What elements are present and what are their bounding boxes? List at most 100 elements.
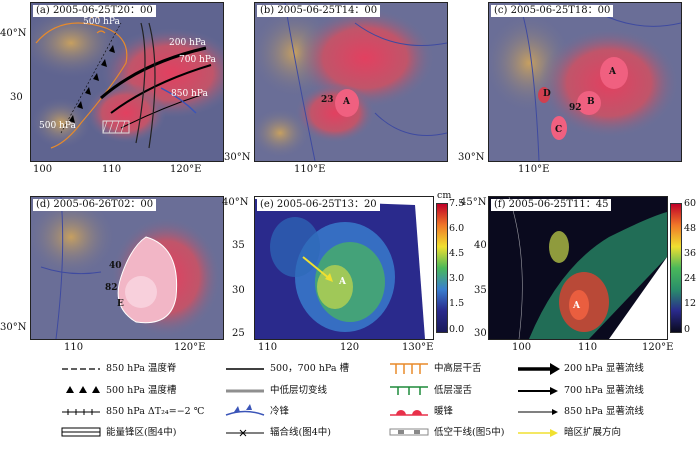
panel-e-lon-110: 110 bbox=[258, 342, 278, 353]
panel-c-mark-C: C bbox=[555, 125, 563, 135]
dark-area-arrow-symbol bbox=[518, 429, 558, 437]
contour-label-500-top: 500 hPa bbox=[83, 17, 120, 27]
panel-a-lat-30: 30 bbox=[10, 92, 23, 103]
panel-f-lon-120: 120°E bbox=[642, 342, 674, 353]
legend-temp-trough: 500 hPa 温度槽 bbox=[106, 385, 177, 396]
panel-f-title: (f) 2005-06-25T11：45 bbox=[491, 199, 612, 211]
energy-front-symbol bbox=[61, 427, 101, 437]
panel-d-lat-30: 30°N bbox=[0, 322, 27, 333]
panel-c-lon-110: 110°E bbox=[518, 164, 550, 175]
legend-dryline: 低空干线(图5中) bbox=[434, 427, 505, 438]
panel-c-lat-30: 30°N bbox=[458, 152, 485, 163]
panel-f-colorbar bbox=[670, 203, 682, 333]
panel-e: (e) 2005-06-25T13：20 A bbox=[254, 196, 434, 340]
panel-f-cbar-0: 0 bbox=[684, 324, 691, 335]
legend-dark-area: 暗区扩展方向 bbox=[564, 427, 622, 438]
panel-f-lat-45: 45°N bbox=[460, 197, 487, 208]
panel-f-lon-110: 110 bbox=[578, 342, 598, 353]
legend-cold-front: 冷锋 bbox=[270, 406, 290, 417]
panel-b-mark-A: A bbox=[343, 97, 350, 107]
panel-e-title: (e) 2005-06-25T13：20 bbox=[257, 199, 380, 211]
panel-d-mark-40: 40 bbox=[109, 261, 122, 271]
panel-e-lat-40: 40°N bbox=[222, 197, 249, 208]
legend-energy-front: 能量锋区(图4中) bbox=[106, 427, 177, 438]
legend-convergence-line: 辐合线(图4中) bbox=[270, 427, 331, 438]
temp-trough-symbol bbox=[66, 386, 100, 393]
contour-label-700: 700 hPa bbox=[179, 55, 216, 65]
streamline-700-symbol bbox=[518, 387, 558, 395]
legend-moist-tongue: 低层湿舌 bbox=[434, 385, 473, 396]
panel-e-cbar-7.5: 7.5 bbox=[449, 198, 465, 209]
contour-label-500-bottom: 500 hPa bbox=[39, 121, 76, 131]
panel-d: (d) 2005-06-26T02：00 40 82 E bbox=[30, 196, 224, 340]
dry-tongue-symbol bbox=[390, 363, 428, 374]
panel-a-title: (a) 2005-06-25T20：00 bbox=[33, 5, 156, 17]
contour-label-200: 200 hPa bbox=[169, 38, 206, 48]
panel-e-lon-120: 120 bbox=[340, 342, 360, 353]
panel-e-cbar-4.5: 4.5 bbox=[449, 248, 465, 259]
panel-e-lat-35: 35 bbox=[232, 240, 245, 251]
panel-e-map bbox=[255, 197, 433, 339]
panel-b-mark-23: 23 bbox=[321, 95, 334, 105]
panel-e-cbar-1.5: 1.5 bbox=[449, 298, 465, 309]
panel-c-mark-92: 92 bbox=[569, 103, 582, 113]
panel-d-lon-120: 120°E bbox=[174, 342, 206, 353]
panel-f-cbar-60: 60 bbox=[684, 198, 697, 209]
panel-f-cbar-24: 24 bbox=[684, 273, 697, 284]
panel-c-title: (c) 2005-06-25T18：00 bbox=[491, 5, 614, 17]
low-level-dryline-symbol bbox=[389, 428, 429, 436]
moist-tongue-symbol bbox=[390, 386, 428, 395]
panel-d-lon-110: 110 bbox=[64, 342, 84, 353]
legend-streamline-200: 200 hPa 显著流线 bbox=[564, 363, 644, 374]
panel-e-lat-25: 25 bbox=[232, 328, 245, 339]
legend-streamline-700: 700 hPa 显著流线 bbox=[564, 385, 644, 396]
panel-d-title: (d) 2005-06-26T02：00 bbox=[33, 199, 157, 211]
contour-label-850: 850 hPa bbox=[171, 89, 208, 99]
panel-f-lat-35: 35 bbox=[474, 285, 487, 296]
panel-c-mark-D: D bbox=[543, 89, 551, 99]
panel-a-lat-40: 40°N bbox=[0, 28, 27, 39]
panel-b: (b) 2005-06-25T14：00 23 A bbox=[254, 2, 448, 162]
panel-b-lon-110: 110°E bbox=[294, 164, 326, 175]
panel-e-lon-130: 130°E bbox=[402, 342, 434, 353]
panel-e-cbar-unit: cm bbox=[437, 190, 452, 201]
panel-f-cbar-12: 12 bbox=[684, 298, 697, 309]
panel-a-map bbox=[31, 3, 223, 161]
panel-a-lon-120: 120°E bbox=[170, 164, 202, 175]
panel-f-cbar-48: 48 bbox=[684, 223, 697, 234]
convergence-line-symbol bbox=[226, 429, 264, 437]
panel-e-lat-30: 30 bbox=[232, 285, 245, 296]
panel-d-mark-E: E bbox=[117, 299, 124, 309]
legend-delta-t: 850 hPa ΔT₂₄=−2 ℃ bbox=[106, 406, 205, 417]
panel-a-lon-100: 100 bbox=[33, 164, 53, 175]
delta-t-symbol bbox=[62, 409, 100, 415]
panel-f-mark-A: A bbox=[573, 301, 580, 311]
panel-f-lat-40: 40 bbox=[474, 240, 487, 251]
panel-c-mark-B: B bbox=[587, 97, 595, 107]
legend-streamline-850: 850 hPa 显著流线 bbox=[564, 406, 644, 417]
panel-f-lat-30: 30 bbox=[474, 328, 487, 339]
warm-front-symbol bbox=[390, 410, 428, 416]
panel-b-title: (b) 2005-06-25T14：00 bbox=[257, 5, 381, 17]
panel-d-map bbox=[31, 197, 223, 339]
panel-e-cbar-0.0: 0.0 bbox=[449, 324, 465, 335]
panel-f-lon-100: 100 bbox=[512, 342, 532, 353]
panel-f-map bbox=[489, 197, 667, 339]
panel-c-mark-A: A bbox=[609, 67, 616, 77]
legend-dry-tongue: 中高层干舌 bbox=[434, 363, 482, 374]
panel-a-lon-110: 110 bbox=[102, 164, 122, 175]
panel-e-cbar-6.0: 6.0 bbox=[449, 223, 465, 234]
panel-a: (a) 2005-06-25T20：00 500 hPa 200 hPa 700… bbox=[30, 2, 224, 162]
panel-f: (f) 2005-06-25T11：45 A bbox=[488, 196, 668, 340]
streamline-200-symbol bbox=[518, 363, 560, 375]
legend-warm-front: 暖锋 bbox=[434, 406, 454, 417]
panel-b-map bbox=[255, 3, 447, 161]
panel-c-map bbox=[489, 3, 681, 161]
legend-temp-ridge: 850 hPa 温度脊 bbox=[106, 363, 177, 374]
panel-c: (c) 2005-06-25T18：00 A D B 92 C bbox=[488, 2, 682, 162]
legend-trough: 500，700 hPa 槽 bbox=[270, 363, 350, 374]
cold-front-symbol bbox=[225, 404, 265, 416]
panel-e-mark-A: A bbox=[339, 277, 346, 287]
legend-symbols bbox=[61, 363, 560, 437]
panel-e-cbar-3.0: 3.0 bbox=[449, 273, 465, 284]
